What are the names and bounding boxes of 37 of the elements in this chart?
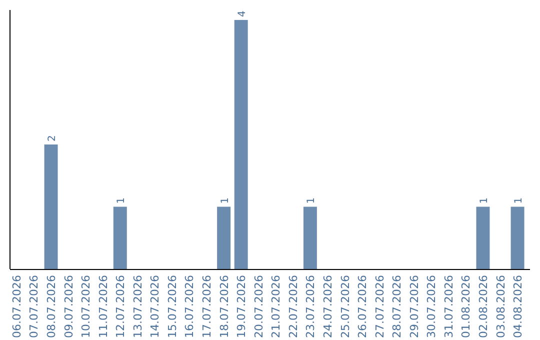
x-tick-label: 03.08.2026: [494, 275, 508, 338]
x-tick-label: 17.07.2026: [200, 275, 214, 338]
x-tick-label: 18.07.2026: [218, 275, 231, 338]
data-label: 1: [220, 197, 231, 204]
x-tick-label: 20.07.2026: [252, 275, 266, 338]
x-tick-label: 02.08.2026: [476, 275, 490, 338]
x-tick-label: 01.08.2026: [460, 275, 473, 338]
x-tick-label: 13.07.2026: [131, 275, 144, 338]
data-label: 1: [116, 197, 128, 204]
x-tick-label: 22.07.2026: [286, 275, 300, 338]
x-tick-label: 08.07.2026: [45, 275, 58, 338]
x-tick-label: 25.07.2026: [338, 275, 352, 338]
x-tick-label: 14.07.2026: [148, 275, 162, 338]
x-tick-label: 10.07.2026: [80, 275, 93, 338]
x-tick-label: 11.07.2026: [96, 275, 110, 338]
data-label: 1: [306, 197, 318, 204]
x-tick-label: 09.07.2026: [62, 275, 76, 338]
x-tick-label: 23.07.2026: [304, 275, 318, 338]
x-tick-label: 07.07.2026: [28, 275, 41, 338]
x-tick-label: 31.07.2026: [442, 275, 456, 338]
x-tick-label: 21.07.2026: [270, 275, 283, 338]
x-tick-label: 04.08.2026: [512, 275, 525, 338]
x-tick-label: 15.07.2026: [166, 275, 179, 338]
x-tick-label: 30.07.2026: [425, 275, 438, 338]
x-tick-label: 12.07.2026: [114, 275, 128, 338]
data-label: 4: [237, 10, 248, 17]
x-tick-label: 06.07.2026: [10, 275, 24, 338]
x-tick-label: 29.07.2026: [408, 275, 421, 338]
x-tick-label: 16.07.2026: [183, 275, 196, 338]
data-label: 2: [47, 135, 58, 142]
data-label: 1: [514, 197, 525, 204]
x-tick-label: 19.07.2026: [235, 275, 248, 338]
data-label: 1: [478, 197, 490, 204]
x-tick-label: 28.07.2026: [390, 275, 404, 338]
x-tick-label: 24.07.2026: [321, 275, 334, 338]
x-tick-label: 27.07.2026: [373, 275, 386, 338]
x-tick-label: 26.07.2026: [356, 275, 370, 338]
